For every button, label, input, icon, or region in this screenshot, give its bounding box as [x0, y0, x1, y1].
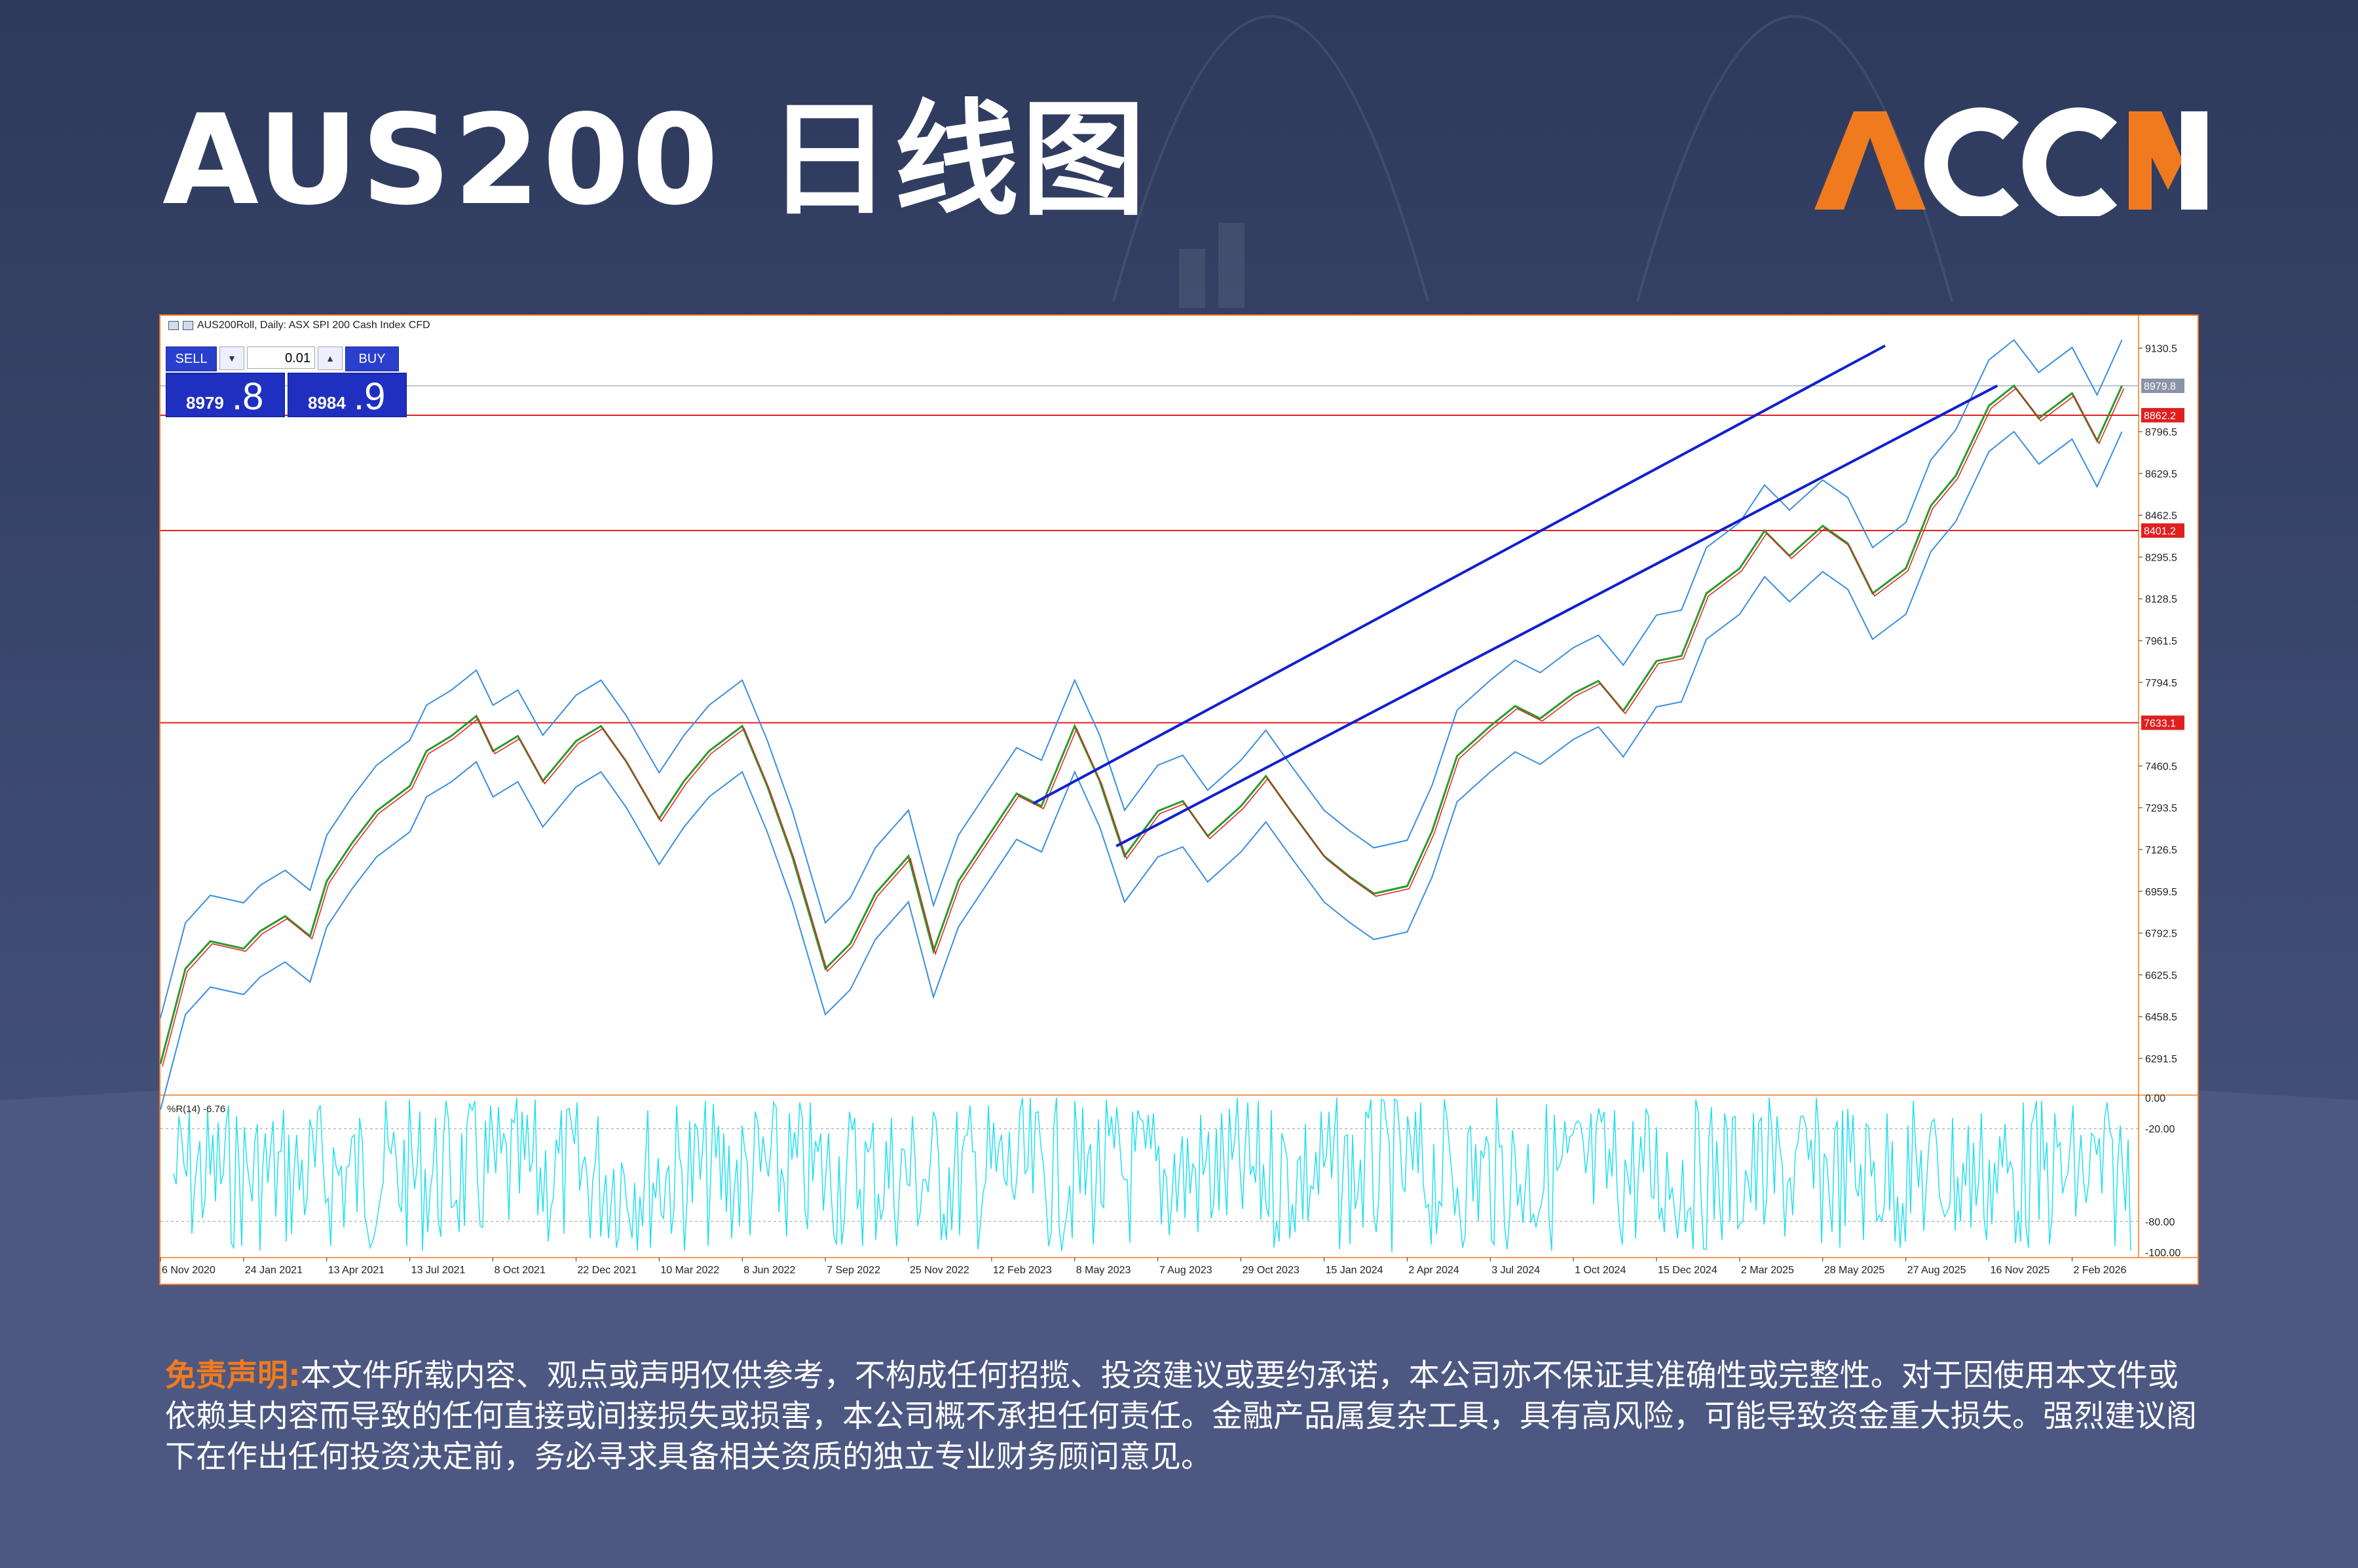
volume-input[interactable]: 0.01 [247, 346, 315, 369]
price-tick-label: 8295.5 [2145, 552, 2177, 563]
page-title: AUS200 日线图 [162, 88, 1149, 233]
volume-down-icon[interactable]: ▼ [219, 346, 244, 370]
price-tick-label: 7293.5 [2145, 803, 2177, 814]
price-tick-label: 8796.5 [2145, 427, 2177, 438]
date-tick-label: 22 Dec 2021 [577, 1265, 637, 1276]
channel-lower-line [1115, 384, 1998, 848]
date-tick-label: 15 Dec 2024 [1658, 1265, 1717, 1276]
date-tick-label: 12 Feb 2023 [993, 1265, 1052, 1276]
indicator-plot-area: 0.00 -20.00 -80.00 -100.00 [160, 1093, 2180, 1259]
volume-up-icon[interactable]: ▲ [318, 346, 343, 370]
bollinger-lower-band [160, 430, 2123, 1110]
price-tick-label: 7126.5 [2145, 845, 2177, 856]
chart-symbol-label: AUS200Roll, Daily: ASX SPI 200 Cash Inde… [197, 320, 430, 331]
sell-price-box[interactable]: 8979 .8 [166, 373, 285, 418]
price-tick-label: 9130.5 [2145, 343, 2177, 354]
date-tick-label: 2 Mar 2025 [1741, 1265, 1794, 1276]
date-tick-label: 10 Mar 2022 [660, 1265, 719, 1276]
date-tick-label: 24 Jan 2021 [245, 1265, 303, 1276]
background-decoration [1112, 15, 1953, 308]
price-marker-label: 7633.1 [2144, 718, 2176, 729]
date-tick-label: 29 Oct 2023 [1243, 1265, 1300, 1276]
price-tick-label: 7794.5 [2145, 678, 2177, 689]
date-axis: 6 Nov 2020 24 Jan 2021 13 Apr 2021 13 Jul 2… [160, 1258, 2127, 1276]
moving-average-line [162, 387, 2125, 1067]
date-tick-label: 1 Oct 2024 [1575, 1265, 1626, 1276]
chart-window[interactable]: 0.00 -20.00 -80.00 -100.00 9130.5 8796.5 8629… [159, 314, 2199, 1285]
price-tick-label: 6625.5 [2145, 970, 2177, 981]
disclaimer: 免责声明:本文件所载内容、观点或声明仅供参考，不构成任何招揽、投资建议或要约承诺… [165, 1356, 2209, 1478]
date-tick-label: 2 Feb 2026 [2073, 1265, 2126, 1276]
chart-menu-icon[interactable] [168, 321, 179, 330]
main-plot-area [159, 314, 2199, 1258]
indicator-label: %R(14) -6.76 [167, 1104, 225, 1115]
date-tick-label: 28 May 2025 [1824, 1265, 1885, 1276]
price-tick-label: 8462.5 [2145, 511, 2177, 522]
price-tick-label: 8629.5 [2145, 469, 2177, 480]
one-click-trading-panel: SELL ▼ 0.01 ▲ BUY 8979 .8 8984 .9 [166, 346, 408, 420]
indicator-tick-label: -20.00 [2145, 1124, 2175, 1135]
price-line [159, 384, 2123, 1064]
buy-price-box[interactable]: 8984 .9 [288, 373, 407, 418]
chart-header: AUS200Roll, Daily: ASX SPI 200 Cash Inde… [168, 320, 430, 331]
channel-upper-line [1032, 345, 1886, 805]
date-tick-label: 2 Apr 2024 [1408, 1265, 1459, 1276]
price-tick-label: 8128.5 [2145, 594, 2177, 605]
price-chart[interactable]: 0.00 -20.00 -80.00 -100.00 9130.5 8796.5 8629… [159, 314, 2199, 1285]
date-tick-label: 7 Sep 2022 [827, 1265, 880, 1276]
price-marker-label: 8401.2 [2144, 526, 2176, 537]
date-tick-label: 8 May 2023 [1076, 1265, 1131, 1276]
date-tick-label: 6 Nov 2020 [162, 1265, 215, 1276]
price-tick-label: 7460.5 [2145, 761, 2177, 772]
price-marker [2141, 715, 2184, 730]
price-tick-label: 6959.5 [2145, 887, 2177, 898]
disclaimer-text: 本文件所载内容、观点或声明仅供参考，不构成任何招揽、投资建议或要约承诺，本公司亦… [165, 1358, 2197, 1475]
buy-price-fraction: .9 [354, 375, 386, 418]
date-tick-label: 27 Aug 2025 [1907, 1265, 1966, 1276]
price-tick-label: 6291.5 [2145, 1054, 2177, 1065]
price-marker [2141, 523, 2184, 538]
indicator-tick-label: -80.00 [2145, 1217, 2175, 1228]
sell-price-fraction: .8 [232, 375, 264, 418]
date-tick-label: 3 Jul 2024 [1491, 1265, 1540, 1276]
indicator-tick-label: -100.00 [2145, 1248, 2180, 1259]
date-tick-label: 25 Nov 2022 [910, 1265, 969, 1276]
buy-price-main: 8984 [308, 393, 346, 413]
price-marker-label: 8979.8 [2144, 381, 2176, 392]
accm-logo [1814, 107, 2207, 216]
date-tick-label: 8 Oct 2021 [495, 1265, 546, 1276]
price-tick-label: 6458.5 [2145, 1012, 2177, 1023]
price-tick-label: 6792.5 [2145, 929, 2177, 940]
sell-price-main: 8979 [186, 393, 224, 413]
price-marker [2141, 379, 2184, 394]
date-tick-label: 7 Aug 2023 [1159, 1265, 1212, 1276]
williams-r-line [173, 1097, 2131, 1253]
date-tick-label: 15 Jan 2024 [1325, 1265, 1383, 1276]
date-tick-label: 13 Jul 2021 [411, 1265, 466, 1276]
disclaimer-label: 免责声明: [165, 1358, 301, 1394]
chart-border [159, 314, 2199, 1285]
indicator-tick-label: 0.00 [2145, 1093, 2165, 1104]
bollinger-upper-band [160, 339, 2123, 1018]
date-tick-label: 13 Apr 2021 [328, 1265, 384, 1276]
price-marker [2141, 407, 2184, 422]
chart-window-icon[interactable] [183, 321, 193, 330]
date-tick-label: 16 Nov 2025 [1991, 1265, 2050, 1276]
price-axis: 9130.5 8796.5 8629.5 8462.5 8295.5 8128.5 7961… [2139, 343, 2184, 1065]
date-tick-label: 8 Jun 2022 [743, 1265, 795, 1276]
price-tick-label: 7961.5 [2145, 636, 2177, 647]
sell-button[interactable]: SELL [166, 346, 217, 371]
buy-button[interactable]: BUY [345, 346, 399, 371]
price-marker-label: 8862.2 [2144, 411, 2176, 422]
